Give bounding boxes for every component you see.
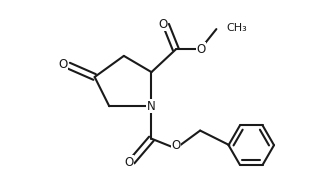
Text: N: N	[147, 100, 156, 113]
Text: O: O	[196, 43, 206, 56]
Text: O: O	[171, 139, 180, 153]
Text: O: O	[124, 156, 133, 169]
Text: O: O	[58, 58, 68, 71]
Text: CH₃: CH₃	[226, 23, 247, 33]
Text: O: O	[158, 18, 168, 31]
